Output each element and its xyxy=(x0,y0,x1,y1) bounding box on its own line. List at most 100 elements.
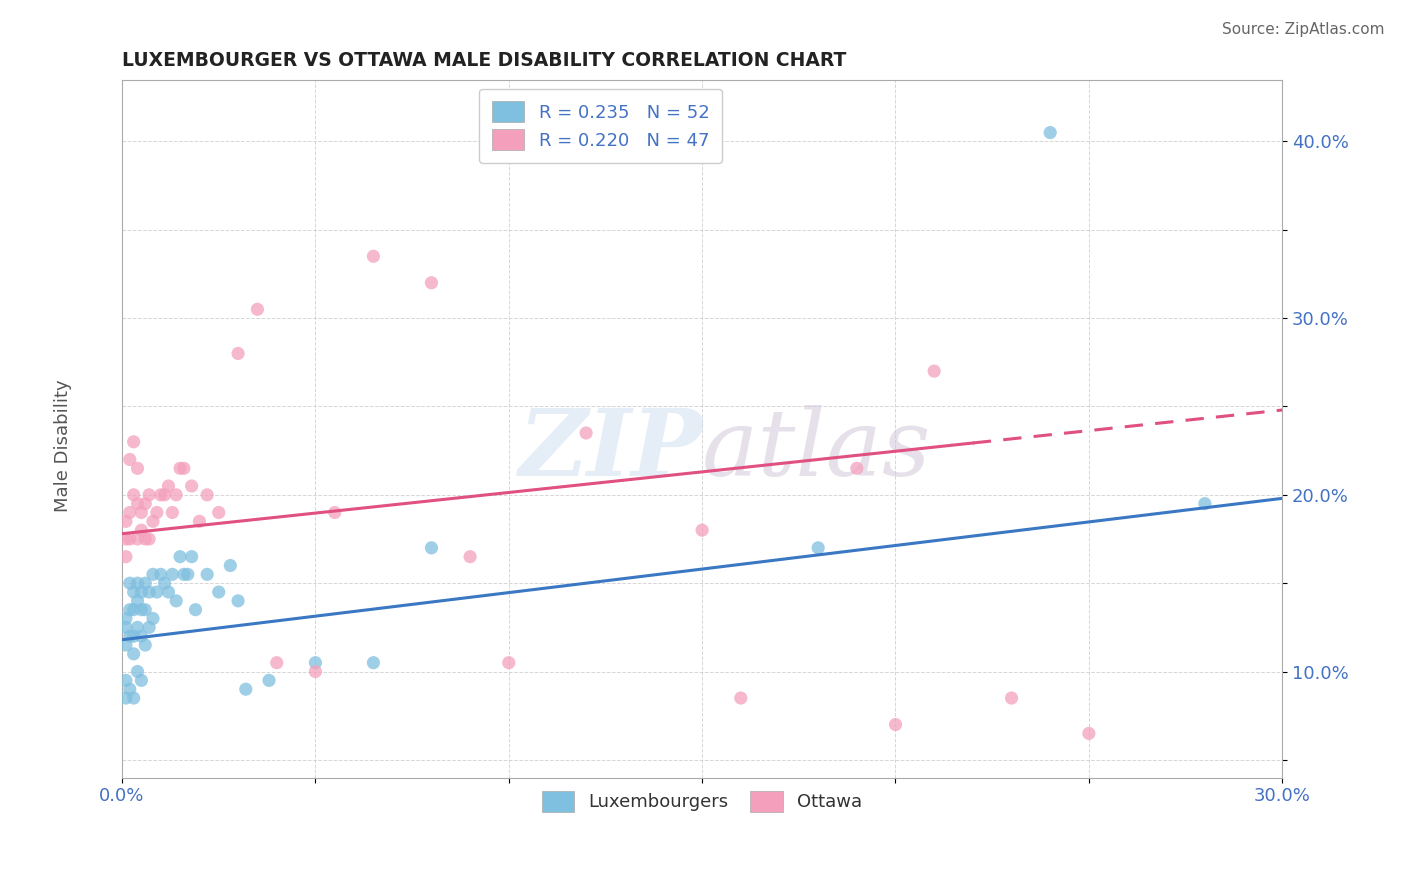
Point xyxy=(323,506,346,520)
Point xyxy=(146,585,169,599)
Point xyxy=(122,629,145,643)
Point xyxy=(142,514,165,528)
Point xyxy=(127,620,149,634)
Point xyxy=(246,302,269,317)
Point xyxy=(122,603,145,617)
Point xyxy=(127,576,149,591)
Point xyxy=(122,691,145,706)
Point xyxy=(363,249,385,263)
Point xyxy=(122,434,145,449)
Point xyxy=(127,461,149,475)
Point xyxy=(122,585,145,599)
Point xyxy=(169,461,191,475)
Point xyxy=(122,647,145,661)
Point xyxy=(235,682,257,697)
Point xyxy=(115,638,138,652)
Point xyxy=(1000,691,1022,706)
Point xyxy=(118,452,141,467)
Point xyxy=(208,585,231,599)
Point xyxy=(134,603,156,617)
Point xyxy=(162,567,184,582)
Point xyxy=(420,541,443,555)
Point xyxy=(180,479,202,493)
Point xyxy=(195,567,218,582)
Point xyxy=(142,567,165,582)
Point xyxy=(115,673,138,688)
Point xyxy=(115,549,138,564)
Point xyxy=(575,425,598,440)
Point xyxy=(690,523,713,537)
Text: Male Disability: Male Disability xyxy=(55,380,72,512)
Point xyxy=(115,691,138,706)
Point xyxy=(138,532,160,546)
Point xyxy=(169,549,191,564)
Point xyxy=(730,691,752,706)
Point xyxy=(115,620,138,634)
Point xyxy=(420,276,443,290)
Point xyxy=(149,488,172,502)
Point xyxy=(363,656,385,670)
Point xyxy=(845,461,868,475)
Point xyxy=(131,673,153,688)
Text: atlas: atlas xyxy=(702,404,932,494)
Point xyxy=(131,585,153,599)
Point xyxy=(134,532,156,546)
Point xyxy=(122,488,145,502)
Point xyxy=(118,576,141,591)
Point xyxy=(884,717,907,731)
Point xyxy=(118,532,141,546)
Point xyxy=(127,665,149,679)
Point xyxy=(188,514,211,528)
Point xyxy=(138,620,160,634)
Point xyxy=(219,558,242,573)
Point xyxy=(134,638,156,652)
Point xyxy=(1194,497,1216,511)
Point xyxy=(266,656,288,670)
Point xyxy=(115,611,138,625)
Point xyxy=(1039,126,1062,140)
Point xyxy=(134,497,156,511)
Point xyxy=(131,603,153,617)
Point xyxy=(807,541,830,555)
Point xyxy=(184,603,207,617)
Point xyxy=(131,523,153,537)
Point xyxy=(922,364,945,378)
Point xyxy=(1077,726,1099,740)
Point xyxy=(131,629,153,643)
Text: ZIP: ZIP xyxy=(517,404,702,494)
Text: Source: ZipAtlas.com: Source: ZipAtlas.com xyxy=(1222,22,1385,37)
Point xyxy=(157,585,180,599)
Point xyxy=(195,488,218,502)
Point xyxy=(180,549,202,564)
Point xyxy=(177,567,200,582)
Point xyxy=(127,497,149,511)
Point xyxy=(146,506,169,520)
Point xyxy=(134,576,156,591)
Text: LUXEMBOURGER VS OTTAWA MALE DISABILITY CORRELATION CHART: LUXEMBOURGER VS OTTAWA MALE DISABILITY C… xyxy=(122,51,846,70)
Point xyxy=(173,461,195,475)
Point xyxy=(138,488,160,502)
Point xyxy=(127,594,149,608)
Point xyxy=(173,567,195,582)
Point xyxy=(458,549,481,564)
Point xyxy=(208,506,231,520)
Point xyxy=(304,656,326,670)
Point xyxy=(153,488,176,502)
Point xyxy=(304,665,326,679)
Point xyxy=(138,585,160,599)
Point xyxy=(118,603,141,617)
Point xyxy=(153,576,176,591)
Point xyxy=(118,506,141,520)
Point xyxy=(226,594,249,608)
Point xyxy=(115,514,138,528)
Point xyxy=(142,611,165,625)
Point xyxy=(162,506,184,520)
Point xyxy=(118,682,141,697)
Point xyxy=(127,532,149,546)
Point xyxy=(115,532,138,546)
Point xyxy=(131,506,153,520)
Point xyxy=(149,567,172,582)
Point xyxy=(257,673,280,688)
Point xyxy=(157,479,180,493)
Point xyxy=(226,346,249,360)
